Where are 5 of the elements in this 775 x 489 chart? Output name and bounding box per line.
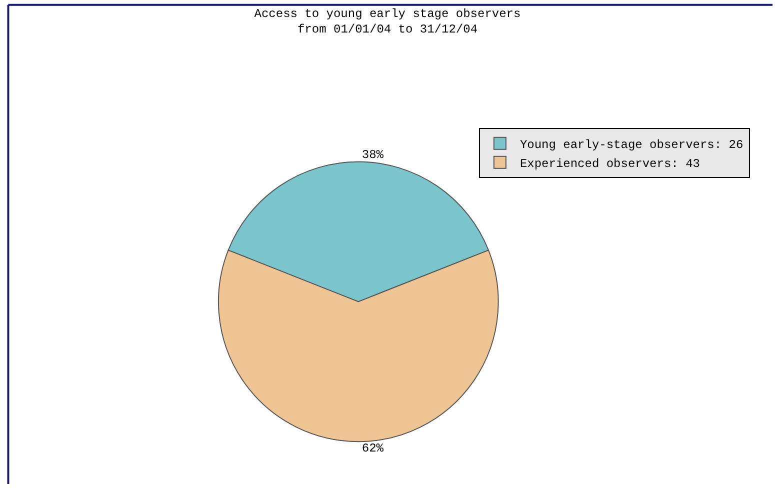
data-label: 62% <box>362 442 384 456</box>
legend-label: Experienced observers: 43 <box>520 157 700 172</box>
legend-label: Young early-stage observers: 26 <box>520 138 744 152</box>
data-label: 38% <box>362 148 384 162</box>
chart-title: Access to young early stage observers from 01/01/04 to 31/12/04 <box>254 7 521 37</box>
